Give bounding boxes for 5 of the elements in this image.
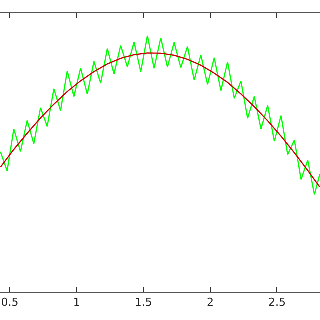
x-tick-label: 2.5 bbox=[268, 296, 286, 310]
x-tick-label: 1 bbox=[73, 296, 80, 310]
x-tick-label: 0.5 bbox=[1, 296, 19, 310]
x-tick-label: 1.5 bbox=[134, 296, 152, 310]
x-tick-label: 2 bbox=[206, 296, 214, 310]
